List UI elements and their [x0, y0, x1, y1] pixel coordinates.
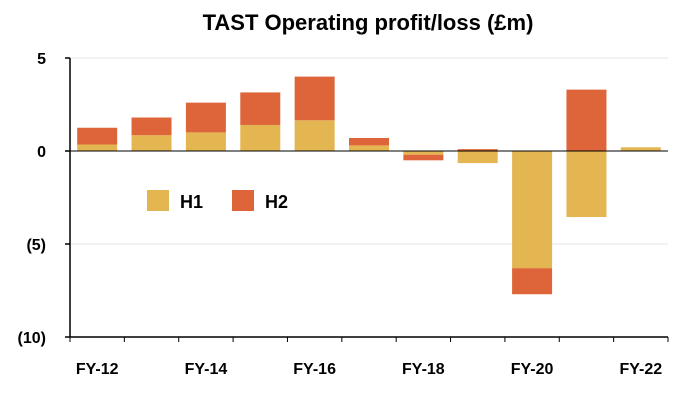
bar-h1-fy-19: [457, 151, 498, 164]
bar-h1-fy-18: [403, 151, 444, 155]
bar-h1-fy-22: [620, 147, 661, 151]
bar-h1-fy-17: [349, 145, 389, 151]
bar-h1-fy-16: [294, 120, 335, 151]
legend-swatch-h2: [232, 190, 254, 211]
legend-label-h2: H2: [265, 192, 288, 212]
chart-title: TAST Operating profit/loss (£m): [203, 10, 534, 35]
bar-h2-fy-15: [240, 92, 281, 125]
bar-h2-fy-20: [512, 268, 553, 295]
x-tick-label: FY-14: [185, 361, 228, 378]
bar-h2-fy-17: [349, 137, 389, 146]
x-tick-label: FY-12: [76, 361, 119, 378]
bar-h2-fy-16: [294, 76, 335, 121]
legend-swatch-h1: [147, 190, 169, 211]
bar-h1-fy-13: [131, 135, 172, 151]
y-tick-label: 5: [37, 51, 46, 68]
bar-h2-fy-21: [566, 89, 607, 151]
bar-h1-fy-12: [77, 144, 118, 151]
bar-h2-fy-14: [185, 102, 226, 133]
bar-h2-fy-12: [77, 127, 118, 145]
bar-h2-fy-18: [403, 154, 444, 161]
bar-h2-fy-19: [457, 149, 498, 151]
bar-h1-fy-21: [566, 151, 607, 218]
bar-h1-fy-14: [185, 132, 226, 151]
legend-label-h1: H1: [180, 192, 203, 212]
x-tick-label: FY-18: [402, 361, 445, 378]
tick-labels: 5 0 (5) (10) FY-12 FY-14 FY-16 FY-18 FY-20 FY-22: [18, 51, 663, 378]
y-tick-label: (10): [18, 330, 46, 347]
bar-h1-fy-15: [240, 124, 281, 151]
x-tick-label: FY-20: [511, 361, 554, 378]
y-tick-label: (5): [26, 237, 46, 254]
bars: [77, 76, 661, 295]
bar-h2-fy-13: [131, 117, 172, 136]
legend: H1 H2: [147, 190, 288, 212]
axes: [65, 57, 669, 342]
y-tick-label: 0: [37, 144, 46, 161]
x-tick-label: FY-22: [619, 361, 662, 378]
x-tick-label: FY-16: [293, 361, 336, 378]
bar-h1-fy-20: [512, 151, 553, 269]
